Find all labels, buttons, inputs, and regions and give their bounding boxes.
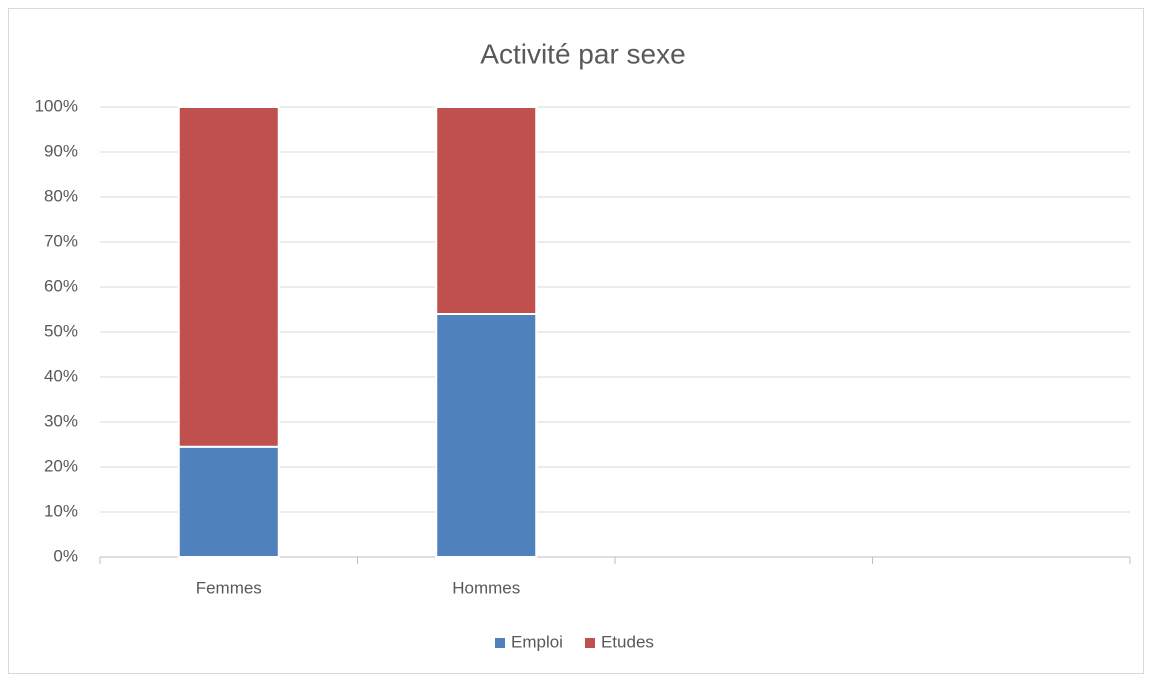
y-tick-label: 100% <box>35 96 78 115</box>
y-tick-label: 0% <box>53 546 78 565</box>
chart-title: Activité par sexe <box>480 38 685 69</box>
y-tick-label: 30% <box>44 411 78 430</box>
bar-segment <box>435 313 538 558</box>
y-tick-label: 70% <box>44 231 78 250</box>
y-tick-label: 80% <box>44 186 78 205</box>
legend-swatch <box>495 638 505 648</box>
y-tick-label: 20% <box>44 456 78 475</box>
y-tick-label: 50% <box>44 321 78 340</box>
y-tick-label: 90% <box>44 141 78 160</box>
legend-label: Emploi <box>511 632 563 651</box>
bar-segment <box>177 106 280 448</box>
y-tick-label: 60% <box>44 276 78 295</box>
x-tick-label: Femmes <box>196 578 262 597</box>
bar-segment <box>177 445 280 558</box>
y-tick-label: 10% <box>44 501 78 520</box>
x-tick-label: Hommes <box>452 578 520 597</box>
bar-segment <box>435 106 538 315</box>
legend-label: Etudes <box>601 632 654 651</box>
legend-swatch <box>584 638 595 648</box>
y-tick-label: 40% <box>44 366 78 385</box>
